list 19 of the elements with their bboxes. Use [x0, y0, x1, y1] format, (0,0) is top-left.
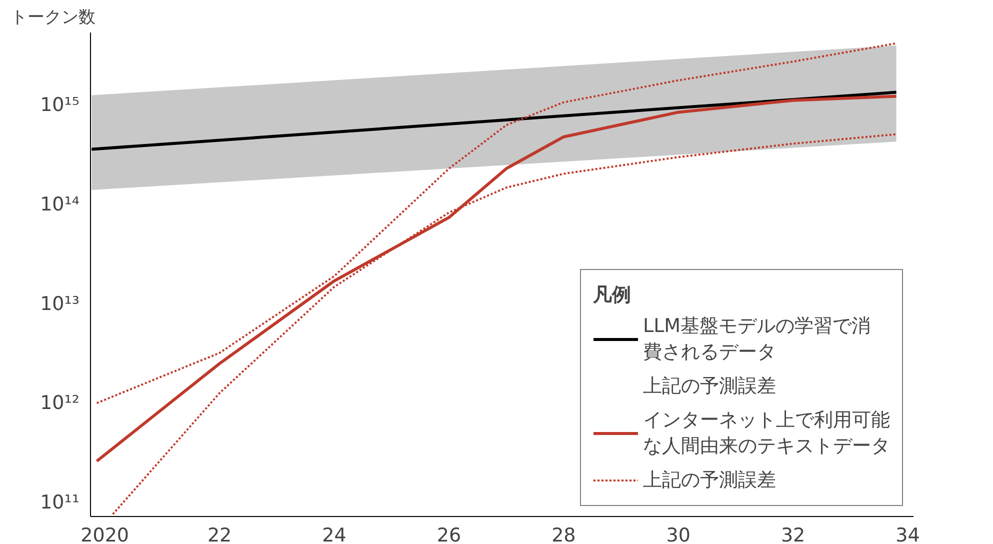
- legend-label: インターネット上で利用可能な人間由来のテキストデータ: [643, 408, 890, 459]
- y-tick-label: 10¹²: [40, 392, 80, 414]
- x-tick-label: 24: [322, 524, 346, 544]
- y-tick-label: 10¹⁴: [40, 193, 80, 216]
- x-tick-label: 22: [207, 524, 232, 544]
- x-tick-label: 28: [552, 524, 576, 544]
- y-tick-label: 10¹³: [40, 292, 80, 315]
- y-tick-label: 10¹¹: [40, 491, 80, 514]
- legend-title: 凡例: [593, 283, 632, 308]
- annotation: 上記の予測誤差: [643, 374, 776, 399]
- y-tick-label: 10¹⁵: [40, 94, 80, 116]
- x-tick-label: 2020: [80, 524, 130, 544]
- x-tick-label: 32: [780, 524, 806, 544]
- legend-label: LLM基盤モデルの学習で消費されるデータ: [643, 314, 871, 365]
- y-axis-title: トークン数: [10, 8, 96, 28]
- x-tick-label: 34: [896, 524, 920, 544]
- x-tick-label: 26: [436, 524, 462, 544]
- legend-label: 上記の予測誤差: [643, 468, 776, 493]
- x-tick-label: 30: [666, 524, 690, 544]
